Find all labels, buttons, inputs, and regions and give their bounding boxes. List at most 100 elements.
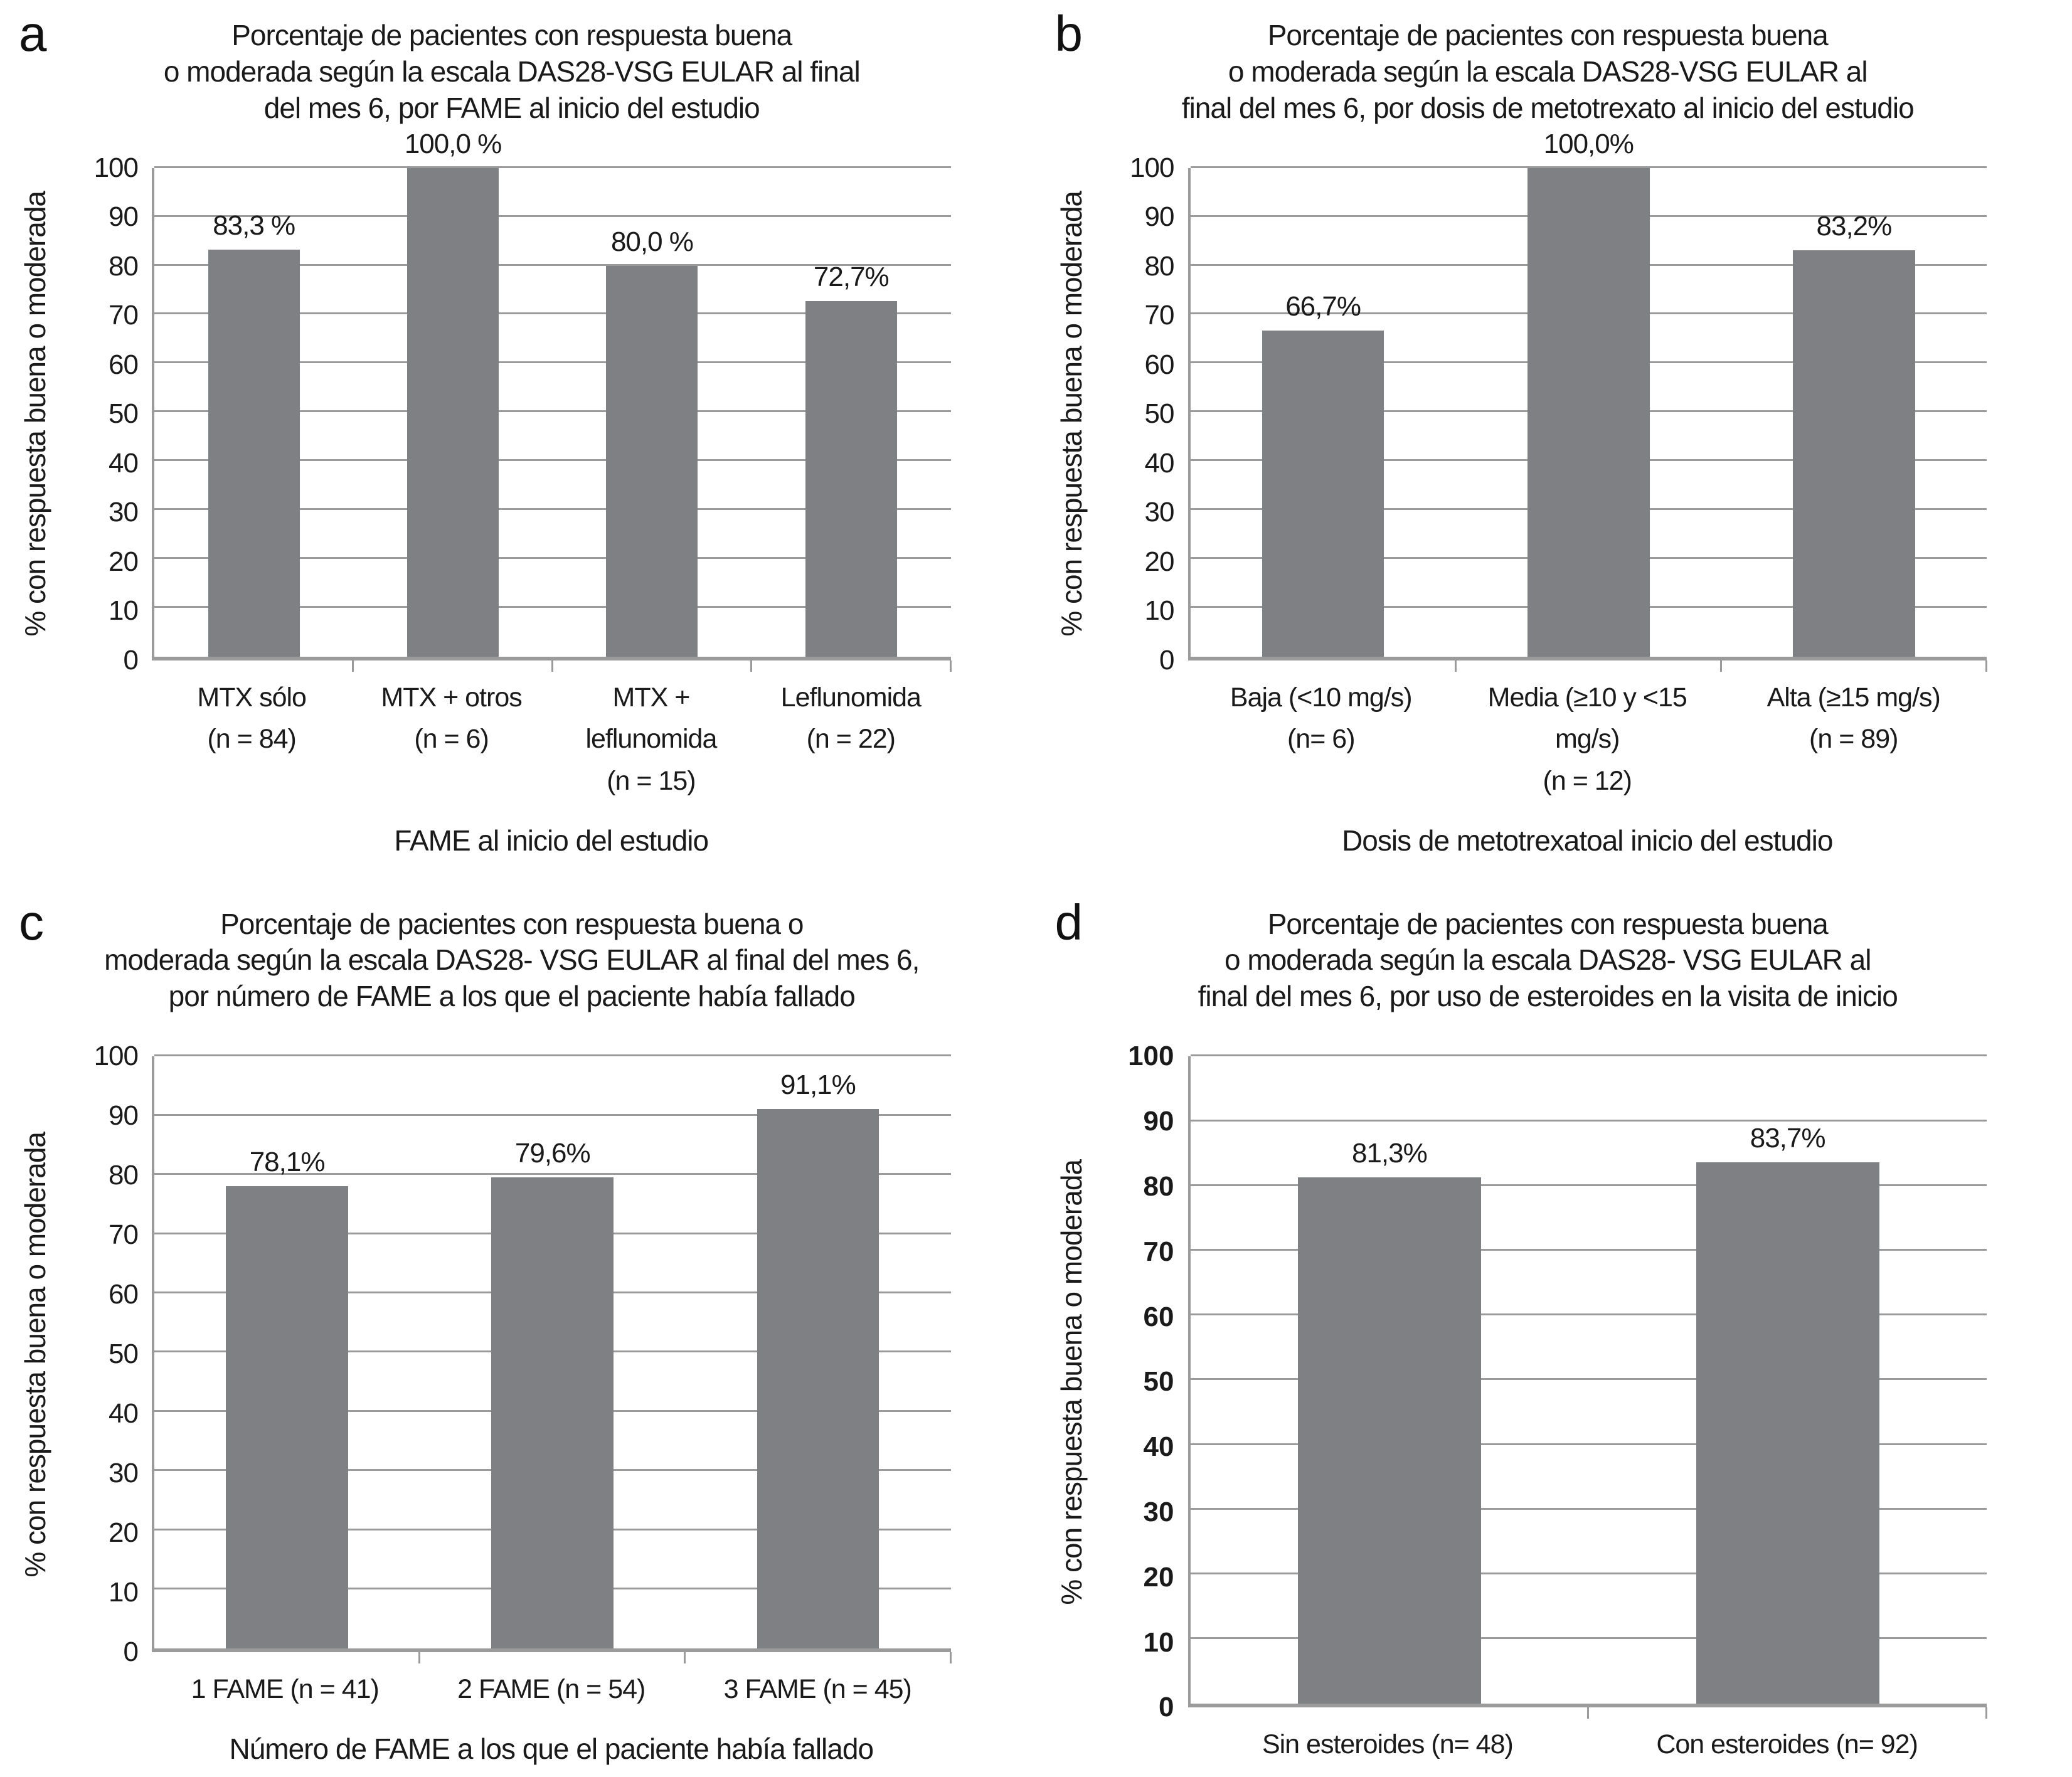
bar-value-label: 91,1%	[780, 1069, 856, 1101]
chart-title-line: final del mes 6, por uso de esteroides e…	[1198, 980, 1898, 1013]
x-category-label-line: (n = 84)	[207, 724, 296, 755]
gridline	[154, 1113, 951, 1116]
gridline	[154, 361, 951, 364]
x-category-label-line: (n = 6)	[414, 724, 489, 755]
x-category-label-line: 3 FAME (n = 45)	[723, 1674, 912, 1705]
y-tick-label: 70	[109, 300, 139, 331]
y-tick-label: 40	[1144, 447, 1175, 479]
y-axis-title: % con respuesta buena o moderada	[19, 1132, 51, 1578]
y-axis-title: % con respuesta buena o moderada	[1055, 191, 1088, 637]
y-tick-label: 20	[1144, 546, 1175, 577]
gridline	[1190, 1572, 1987, 1574]
x-category-label: 1 FAME (n = 41)	[152, 1668, 418, 1711]
gridline	[154, 507, 951, 510]
x-category-label-line: Sin esteroides (n= 48)	[1262, 1729, 1514, 1760]
x-category-label: MTX + leflunomida (n = 15)	[551, 677, 751, 802]
x-category-label-line: Leflunomida	[780, 682, 922, 713]
x-category-label-line: (n = 12)	[1543, 765, 1632, 796]
gridline	[1190, 1119, 1987, 1122]
y-tick-label: 30	[1144, 497, 1175, 528]
y-axis-tick-labels: 0 10 20 30 40 50 60 70 80 90 100	[58, 1042, 152, 1666]
y-tick-label: 80	[1144, 250, 1175, 282]
chart-title-line: por número de FAME a los que el paciente…	[168, 980, 856, 1013]
x-axis-labels: Baja (<10 mg/s) (n= 6) Media (≥10 y <15 mg…	[1188, 677, 1987, 802]
y-tick-label: 50	[1143, 1366, 1174, 1398]
bar-value-label: 81,3%	[1351, 1138, 1428, 1169]
bar-value-label: 83,7%	[1750, 1122, 1826, 1154]
gridline	[154, 166, 951, 168]
gridline	[154, 459, 951, 462]
y-tick-label: 70	[109, 1219, 139, 1251]
gridline	[154, 263, 951, 266]
x-axis-tick	[1454, 660, 1457, 672]
x-axis-tick	[551, 660, 553, 672]
x-category-label: 3 FAME (n = 45)	[684, 1668, 951, 1711]
y-tick-label: 0	[123, 1636, 139, 1668]
y-tick-label: 0	[1159, 644, 1175, 676]
plot-area: 81,3% 83,7%	[1187, 1054, 1987, 1719]
chart-area-c: % con respuesta buena o moderada 0 10 20 30…	[13, 1042, 1011, 1766]
y-tick-label: 80	[1143, 1170, 1174, 1202]
y-tick-label: 30	[109, 497, 139, 528]
y-tick-label: 40	[109, 447, 139, 479]
gridline	[154, 605, 951, 608]
x-axis-tick	[949, 660, 952, 672]
x-category-label-line: 1 FAME (n = 41)	[191, 1674, 380, 1705]
y-tick-label: 50	[109, 1339, 139, 1370]
y-tick-label: 90	[109, 201, 139, 233]
y-tick-label: 90	[1144, 201, 1175, 233]
x-category-label-line: Alta (≥15 mg/s)	[1767, 682, 1941, 713]
chart-title-line: o moderada según la escala DAS28-VSG EUL…	[1228, 55, 1868, 88]
chart-area-a: % con respuesta buena o moderada 0 10 20 30…	[13, 130, 1011, 857]
y-axis-title: % con respuesta buena o moderada	[1055, 1159, 1088, 1605]
gridline	[154, 215, 951, 217]
panel-letter-a: a	[19, 6, 47, 61]
chart-title-line: Porcentaje de pacientes con respuesta bu…	[1267, 907, 1829, 940]
y-tick-label: 10	[1144, 595, 1175, 627]
chart-title-b: Porcentaje de pacientes con respuesta bu…	[1181, 18, 1915, 127]
y-tick-label: 10	[109, 1577, 139, 1608]
chart-title-line: Porcentaje de pacientes con respuesta bu…	[220, 907, 804, 940]
chart-title-line: moderada según la escala DAS28- VSG EULA…	[104, 943, 920, 977]
chart-title-d: Porcentaje de pacientes con respuesta bu…	[1198, 906, 1898, 1016]
x-axis-tick	[352, 660, 354, 672]
x-axis-tick	[684, 1652, 686, 1664]
gridline	[1190, 1637, 1987, 1640]
gridline	[154, 312, 951, 315]
gridline	[1190, 1184, 1987, 1186]
bar	[226, 1186, 348, 1649]
y-tick-label: 10	[1143, 1626, 1174, 1658]
x-axis-tick	[1719, 660, 1722, 672]
plot-area: 78,1% 79,6% 91,1%	[152, 1054, 952, 1664]
x-category-label-line: (n = 89)	[1809, 724, 1898, 755]
gridline	[154, 410, 951, 413]
x-category-label-line: (n = 15)	[607, 765, 696, 796]
chart-title-line: Porcentaje de pacientes con respuesta bu…	[231, 19, 792, 51]
x-category-label-line: (n= 6)	[1287, 724, 1356, 755]
panel-b: b Porcentaje de pacientes con respuesta …	[1036, 0, 2072, 889]
y-tick-label: 90	[109, 1100, 139, 1132]
x-category-label: Leflunomida (n = 22)	[751, 677, 950, 802]
y-tick-label: 100	[1130, 152, 1174, 183]
bar-value-label: 72,7%	[813, 262, 890, 293]
y-axis-tick-labels: 0 10 20 30 40 50 60 70 80 90 100	[1094, 1042, 1188, 1721]
chart-title-a: Porcentaje de pacientes con respuesta bu…	[164, 18, 861, 127]
y-tick-label: 50	[1144, 398, 1175, 430]
gridline	[154, 1173, 951, 1175]
chart-title-line: final del mes 6, por dosis de metotrexat…	[1181, 91, 1915, 124]
y-tick-label: 60	[1144, 349, 1175, 380]
gridline	[1190, 166, 1987, 168]
bar-value-label: 79,6%	[514, 1137, 591, 1169]
y-tick-label: 0	[123, 644, 139, 676]
y-tick-label: 100	[93, 152, 139, 183]
bar-value-label: 100,0 %	[404, 128, 502, 159]
x-axis-tick	[949, 1652, 952, 1664]
gridline	[1190, 1443, 1987, 1445]
bar	[757, 1109, 879, 1649]
y-axis-tick-labels: 0 10 20 30 40 50 60 70 80 90 100	[58, 154, 152, 674]
y-tick-label: 30	[1143, 1496, 1174, 1527]
x-axis-tick	[750, 660, 753, 672]
plot-area: 83,3 % 100,0 % 80,0 % 72,7%	[152, 130, 952, 672]
x-category-label-line: MTX + otros	[381, 682, 522, 713]
